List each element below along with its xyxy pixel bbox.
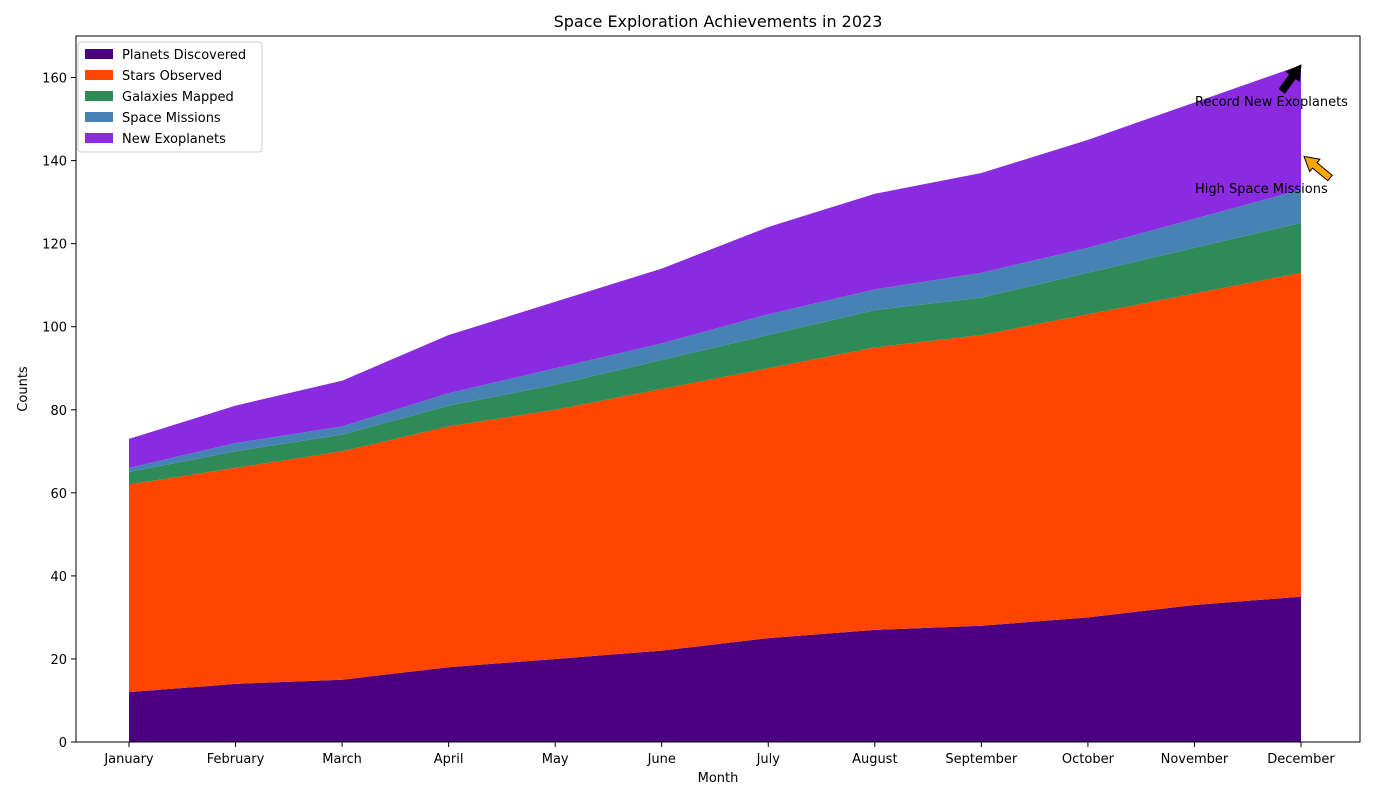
plot-frame [75,35,1361,743]
area-galaxies-mapped [129,222,1301,485]
area-layers [129,65,1301,742]
x-tick-label: February [207,752,265,767]
annotation-record-new-exoplanets: Record New Exoplanets [1195,95,1348,110]
area-stars-observed [129,272,1301,693]
legend-label-planets-discovered: Planets Discovered [122,48,246,63]
annotation-arrow-record-new-exoplanets [1278,64,1302,94]
x-tick-label: June [647,752,676,767]
x-tick-label: December [1267,752,1335,767]
legend: Planets Discovered Stars Observed Galaxies… [77,41,263,153]
y-axis-label: Counts [16,366,31,412]
y-tick-label: 60 [50,487,67,502]
x-tick-label: October [1062,752,1115,767]
area-space-missions [129,189,1301,473]
legend-box [77,41,263,153]
annotations: Record New Exoplanets High Space Missions [1195,64,1348,197]
annotation-high-space-missions: High Space Missions [1195,182,1328,197]
legend-swatch-planets-discovered [85,49,113,59]
x-tick-label: July [756,752,781,767]
x-axis: January February March April May June July Augu… [103,742,1335,767]
x-tick-label: May [542,752,569,767]
x-tick-label: January [103,752,154,767]
y-tick-label: 140 [42,155,67,170]
annotation-arrow-high-space-missions [1303,155,1333,182]
x-axis-label: Month [698,771,739,786]
y-tick-label: 160 [42,72,67,87]
legend-label-space-missions: Space Missions [122,111,221,126]
legend-label-galaxies-mapped: Galaxies Mapped [122,90,234,105]
y-tick-label: 20 [50,653,67,668]
x-tick-label: September [945,752,1018,767]
y-tick-label: 100 [42,321,67,336]
legend-label-stars-observed: Stars Observed [122,69,222,84]
y-tick-label: 0 [59,736,67,751]
x-tick-label: March [322,752,362,767]
legend-swatch-galaxies-mapped [85,91,113,101]
area-new-exoplanets [129,65,1301,468]
chart-title: Space Exploration Achievements in 2023 [554,12,883,31]
y-tick-label: 120 [42,238,67,253]
legend-swatch-space-missions [85,112,113,122]
y-tick-label: 40 [50,570,67,585]
x-tick-label: August [852,752,898,767]
legend-label-new-exoplanets: New Exoplanets [122,132,226,147]
x-tick-label: November [1161,752,1229,767]
legend-swatch-stars-observed [85,70,113,80]
area-planets-discovered [129,596,1301,742]
legend-swatch-new-exoplanets [85,133,113,143]
y-axis: 0 20 40 60 80 100 120 140 160 [42,72,76,751]
x-tick-label: April [434,752,464,767]
y-tick-label: 80 [50,404,67,419]
